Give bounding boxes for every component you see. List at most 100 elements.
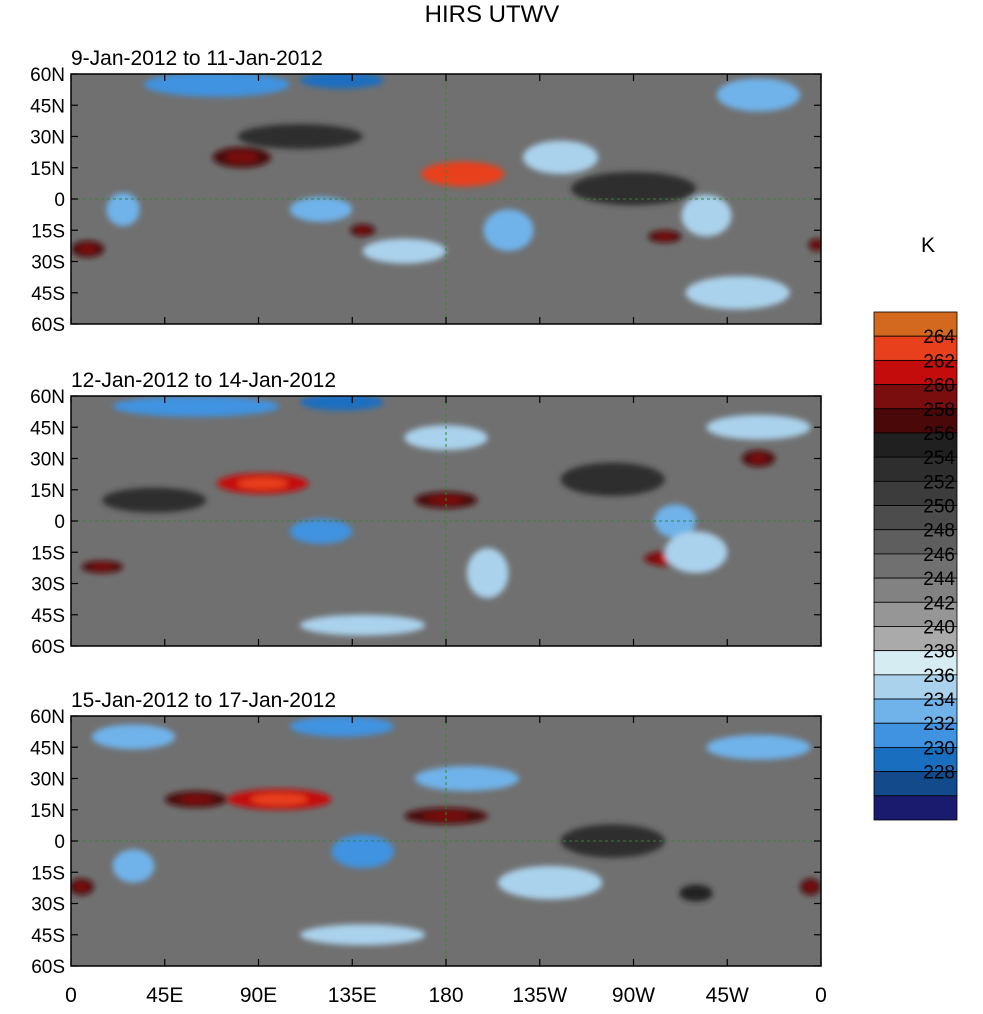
colorbar-label: 258 xyxy=(923,400,955,421)
panel-subtitle: 9-Jan-2012 to 11-Jan-2012 xyxy=(71,47,323,70)
field-blob-12 xyxy=(664,531,728,574)
colorbar-box xyxy=(873,795,958,821)
colorbar-label: 242 xyxy=(923,593,955,614)
map-panel-3: 15-Jan-2012 to 17-Jan-2012 60N 45N 30N 15N 0 1… xyxy=(30,689,827,1007)
field-blob-6 xyxy=(679,884,713,902)
field-blob-13 xyxy=(466,548,509,599)
colorbar-box xyxy=(873,650,958,676)
y-tick-label: 60N xyxy=(30,387,65,408)
field-blob-9 xyxy=(300,396,384,411)
colorbar-label: 246 xyxy=(923,545,955,566)
colorbar-box xyxy=(873,771,958,797)
field-core-1 xyxy=(439,167,486,181)
panel-subtitle: 15-Jan-2012 to 17-Jan-2012 xyxy=(71,689,336,712)
colorbar-box xyxy=(873,601,958,627)
colorbar-label: 264 xyxy=(923,327,955,348)
field-blob-13 xyxy=(523,140,599,174)
y-tick-label: 0 xyxy=(54,832,65,853)
field-blob-8 xyxy=(289,716,394,737)
field-blob-17 xyxy=(362,238,447,264)
field-blob-12 xyxy=(483,209,534,252)
units-label: K xyxy=(921,234,935,257)
field-core-3 xyxy=(355,226,370,234)
field-blob-15 xyxy=(106,192,140,227)
colorbar-box xyxy=(873,553,958,579)
y-tick-label: 60S xyxy=(31,315,65,336)
y-tick-label: 45S xyxy=(31,926,65,947)
y-tick-label: 45N xyxy=(30,418,65,439)
field-blob-16 xyxy=(300,614,426,636)
y-tick-label: 60N xyxy=(30,707,65,728)
x-tick-label: 90W xyxy=(612,984,655,1007)
map-panel-1: 9-Jan-2012 to 11-Jan-2012 60N 45N 30N 15N 0 15… xyxy=(30,47,822,336)
y-tick-label: 15N xyxy=(30,801,65,822)
field-blob-6 xyxy=(560,462,665,497)
field-core-4 xyxy=(90,563,114,571)
field-blob-7 xyxy=(102,487,207,513)
field-blob-10 xyxy=(289,518,353,544)
y-tick-label: 45S xyxy=(31,606,65,627)
y-tick-label: 30N xyxy=(30,128,65,149)
y-tick-label: 45N xyxy=(30,96,65,117)
colorbar-label: 228 xyxy=(923,763,955,784)
colorbar-label: 262 xyxy=(923,351,955,372)
colorbar-label: 256 xyxy=(923,424,955,445)
field-blob-16 xyxy=(289,196,353,222)
colorbar-box xyxy=(873,747,958,773)
colorbar-box xyxy=(873,456,958,482)
field-core-5 xyxy=(749,453,768,464)
field-core-4 xyxy=(74,882,89,892)
colorbar-box xyxy=(873,311,958,337)
colorbar-label: 248 xyxy=(923,521,955,542)
field-core-4 xyxy=(655,233,674,240)
colorbar-label: 238 xyxy=(923,642,955,663)
field-blob-11 xyxy=(716,78,801,112)
field-blob-13 xyxy=(498,866,603,900)
colorbar-box xyxy=(873,505,958,531)
x-tick-label: 0 xyxy=(815,984,827,1007)
field-core-2 xyxy=(225,151,258,164)
colorbar-label: 232 xyxy=(923,714,955,735)
y-tick-label: 30N xyxy=(30,450,65,471)
y-tick-label: 0 xyxy=(54,190,65,211)
colorbar-box xyxy=(873,408,958,434)
y-tick-label: 15S xyxy=(31,863,65,884)
panel-subtitle: 12-Jan-2012 to 14-Jan-2012 xyxy=(71,369,336,392)
colorbar-box xyxy=(873,359,958,385)
colorbar-label: 252 xyxy=(923,472,955,493)
figure-title: HIRS UTWV xyxy=(425,1,560,28)
field-blob-9 xyxy=(143,74,290,97)
y-tick-label: 30N xyxy=(30,770,65,791)
y-tick-label: 15S xyxy=(31,221,65,242)
field-blob-11 xyxy=(654,504,697,538)
field-blob-9 xyxy=(91,724,176,750)
x-tick-label: 0 xyxy=(65,984,77,1007)
field-blob-7 xyxy=(571,171,696,206)
y-tick-label: 15S xyxy=(31,543,65,564)
field-core-3 xyxy=(178,794,214,804)
colorbar-box xyxy=(873,698,958,724)
field-blob-15 xyxy=(706,414,811,440)
y-tick-label: 30S xyxy=(31,895,65,916)
field-core-5 xyxy=(804,882,817,892)
field-blob-11 xyxy=(331,834,394,869)
colorbar-box xyxy=(873,674,958,700)
x-tick-label: 45W xyxy=(706,984,749,1007)
y-tick-label: 45N xyxy=(30,738,65,759)
y-tick-label: 30S xyxy=(31,253,65,274)
x-tick-label: 135W xyxy=(512,984,567,1007)
field-blob-12 xyxy=(112,849,155,883)
field-blob-14 xyxy=(706,734,811,760)
y-tick-label: 60S xyxy=(31,957,65,978)
field-blob-10 xyxy=(300,74,384,89)
panels-group: 9-Jan-2012 to 11-Jan-201260N45N30N15N015… xyxy=(30,47,827,1007)
colorbar-label: 240 xyxy=(923,617,955,638)
field-core-1 xyxy=(237,477,288,490)
field-blob-10 xyxy=(414,766,519,791)
field-core-1 xyxy=(250,793,308,806)
field-core-2 xyxy=(423,811,469,821)
x-tick-label: 45E xyxy=(146,984,183,1007)
colorbar-label: 234 xyxy=(923,690,955,711)
colorbar-label: 236 xyxy=(923,666,955,687)
